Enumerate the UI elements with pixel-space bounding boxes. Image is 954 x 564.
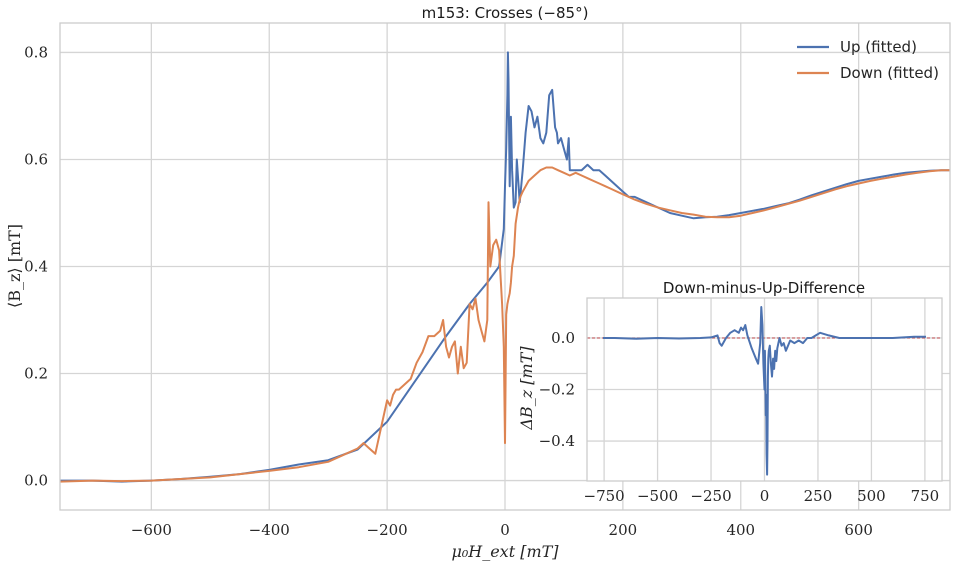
- main-y-tick-label: 0.0: [24, 472, 48, 490]
- main-x-tick-label: 600: [844, 521, 873, 539]
- inset-x-tick-label: −250: [690, 487, 731, 505]
- main-x-tick-label: 200: [609, 521, 638, 539]
- inset-y-tick-label: 0.0: [551, 329, 575, 347]
- main-series-line-down: [59, 166, 950, 483]
- main-y-tick-label: 0.6: [24, 150, 48, 168]
- inset-series-group: [587, 306, 942, 476]
- main-chart: −600 −400 −200 0 200 400 600 0.0 0.2 0.4 0.6 0.8 m…: [5, 4, 951, 561]
- main-y-tick-label: 0.2: [24, 365, 48, 383]
- inset-y-tick-label: −0.4: [539, 432, 575, 450]
- main-x-tick-label: −600: [131, 521, 172, 539]
- main-x-tick-label: 400: [726, 521, 755, 539]
- main-y-tick-label: 0.4: [24, 258, 48, 276]
- main-x-tick-label: −200: [367, 521, 408, 539]
- main-x-tick-label: −400: [249, 521, 290, 539]
- inset-y-axis-label: ΔB_z [mT]: [517, 346, 536, 431]
- legend: Up (fitted) Down (fitted): [797, 38, 939, 82]
- legend-label-up: Up (fitted): [840, 38, 917, 56]
- inset-y-tick-labels: 0.0 −0.2 −0.4: [539, 329, 575, 450]
- main-y-tick-labels: 0.0 0.2 0.4 0.6 0.8: [24, 43, 48, 489]
- main-x-axis-label: μ₀H_ext [mT]: [451, 542, 559, 561]
- inset-x-tick-label: −750: [584, 487, 625, 505]
- main-chart-title: m153: Crosses (−85°): [422, 4, 589, 22]
- inset-x-tick-label: 250: [804, 487, 833, 505]
- legend-label-down: Down (fitted): [840, 64, 939, 82]
- inset-x-tick-label: 0: [760, 487, 770, 505]
- main-plot-frame: [59, 22, 951, 511]
- inset-chart-title: Down-minus-Up-Difference: [663, 279, 865, 297]
- main-y-tick-label: 0.8: [24, 43, 48, 61]
- inset-chart: −750 −500 −250 0 250 500 750 0.0 −0.2 −0.4 Down-…: [517, 279, 943, 505]
- inset-x-tick-label: 750: [911, 487, 940, 505]
- inset-series-line-difference: [603, 306, 926, 476]
- main-x-tick-label: 0: [500, 521, 510, 539]
- inset-y-tick-label: −0.2: [539, 381, 575, 399]
- main-x-tick-labels: −600 −400 −200 0 200 400 600: [131, 521, 873, 539]
- main-series-group: [59, 51, 950, 483]
- inset-plot-frame: [586, 297, 943, 482]
- inset-x-tick-label: 500: [857, 487, 886, 505]
- main-y-axis-label: ⟨B_z⟩ [mT]: [5, 224, 24, 308]
- inset-x-tick-label: −500: [637, 487, 678, 505]
- inset-x-tick-labels: −750 −500 −250 0 250 500 750: [584, 487, 940, 505]
